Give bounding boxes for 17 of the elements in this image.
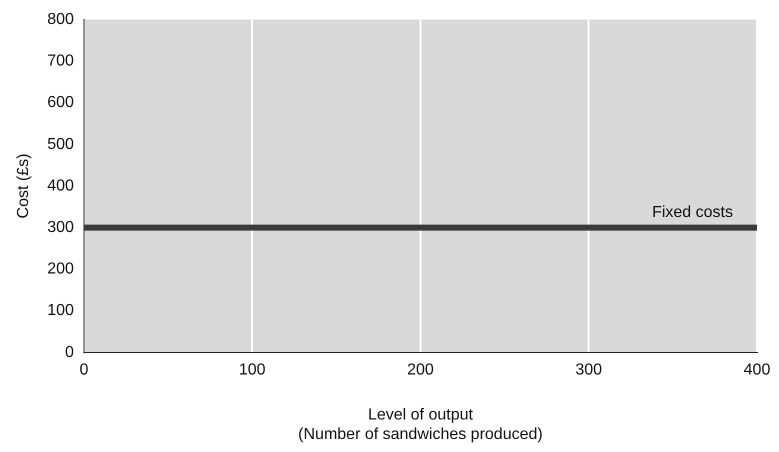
y-tick-label: 300 — [47, 219, 74, 236]
y-tick-label: 700 — [47, 52, 74, 70]
y-tick-label: 0 — [64, 344, 74, 361]
x-tick-label: 0 — [79, 361, 88, 378]
series-label: Fixed costs — [652, 204, 733, 222]
y-tick-label: 100 — [47, 302, 74, 320]
y-tick-label: 400 — [47, 177, 74, 194]
y-tick-label: 600 — [47, 94, 74, 112]
y-tick-label: 200 — [47, 260, 74, 278]
y-tick-label: 500 — [47, 136, 74, 153]
x-axis-title: Level of output (Number of sandwiches produced) — [298, 406, 543, 443]
y-tick-label: 800 — [47, 11, 74, 28]
y-axis-title: Cost (£s) — [15, 154, 32, 218]
x-tick-label: 300 — [575, 361, 602, 378]
x-tick-label: 200 — [407, 361, 434, 378]
x-tick-label: 400 — [744, 361, 770, 378]
x-tick-label: 100 — [238, 361, 266, 378]
